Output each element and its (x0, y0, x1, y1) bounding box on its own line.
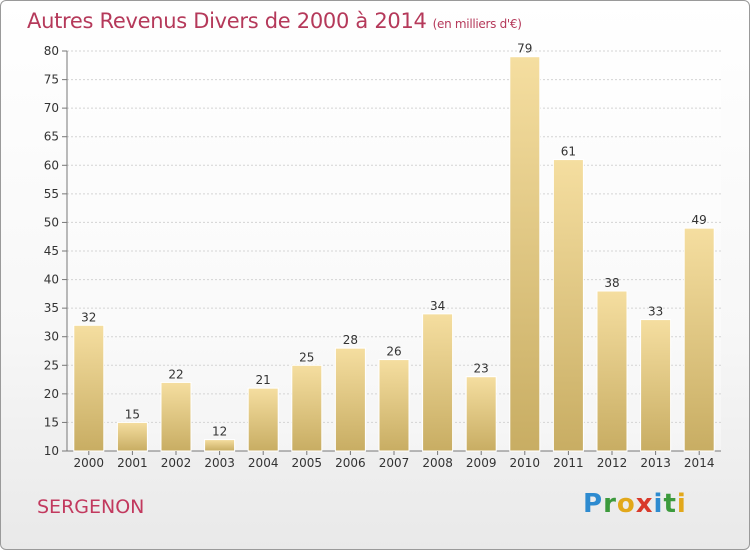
y-tick-label: 35 (44, 301, 59, 315)
value-label-2003: 12 (212, 425, 227, 439)
y-tick-label: 75 (44, 73, 59, 87)
y-tick-label: 30 (44, 330, 59, 344)
x-tick-label-2002: 2002 (161, 456, 192, 470)
value-label-2014: 49 (692, 213, 707, 227)
chart-subtitle: (en milliers d'€) (432, 17, 522, 31)
x-tick-label-2013: 2013 (640, 456, 671, 470)
value-label-2008: 34 (430, 299, 445, 313)
bar-2003 (204, 439, 236, 452)
value-label-2009: 23 (474, 362, 489, 376)
y-tick-label: 45 (44, 244, 59, 258)
value-label-2012: 38 (604, 276, 619, 290)
value-label-2006: 28 (343, 333, 358, 347)
bar-2006 (334, 347, 366, 452)
x-tick-label-2004: 2004 (248, 456, 279, 470)
bar-2002 (160, 381, 192, 452)
y-tick-label: 20 (44, 387, 59, 401)
value-label-2002: 22 (168, 367, 183, 381)
value-label-2005: 25 (299, 350, 314, 364)
x-tick-label-2012: 2012 (597, 456, 628, 470)
value-label-2007: 26 (386, 345, 401, 359)
value-label-2013: 33 (648, 305, 663, 319)
bar-2001 (116, 421, 148, 452)
y-tick-label: 60 (44, 158, 59, 172)
x-tick-label-2003: 2003 (204, 456, 235, 470)
bar-2014 (683, 227, 715, 452)
bar-2013 (640, 319, 672, 452)
bar-2009 (465, 376, 497, 452)
bar-2007 (378, 359, 410, 452)
y-tick-label: 70 (44, 101, 59, 115)
town-name: SERGENON (37, 496, 145, 518)
x-tick-label-2014: 2014 (684, 456, 715, 470)
chart-title-text: Autres Revenus Divers de 2000 à 2014 (27, 9, 427, 33)
y-tick-label: 15 (44, 415, 59, 429)
x-tick-label-2001: 2001 (117, 456, 148, 470)
x-tick-label-2007: 2007 (379, 456, 410, 470)
y-tick-label: 80 (44, 44, 59, 58)
value-label-2011: 61 (561, 145, 576, 159)
value-label-2001: 15 (125, 407, 140, 421)
x-tick-label-2006: 2006 (335, 456, 366, 470)
bar-2008 (422, 313, 454, 452)
bar-2004 (247, 387, 279, 452)
bar-2011 (552, 159, 584, 452)
y-tick-label: 40 (44, 273, 59, 287)
x-tick-label-2011: 2011 (553, 456, 584, 470)
x-tick-label-2000: 2000 (74, 456, 105, 470)
y-tick-label: 50 (44, 215, 59, 229)
bar-2000 (73, 324, 105, 452)
bar-2005 (291, 364, 323, 452)
chart-title: Autres Revenus Divers de 2000 à 2014 (en … (27, 9, 522, 33)
x-tick-label-2010: 2010 (510, 456, 541, 470)
value-label-2000: 32 (81, 310, 96, 324)
y-tick-label: 10 (44, 444, 59, 458)
x-tick-label-2005: 2005 (292, 456, 323, 470)
x-tick-label-2008: 2008 (422, 456, 453, 470)
value-label-2010: 79 (517, 42, 532, 56)
value-label-2004: 21 (256, 373, 271, 387)
y-tick-label: 65 (44, 130, 59, 144)
y-tick-label: 55 (44, 187, 59, 201)
proxiti-logo: Proxiti (583, 489, 687, 519)
x-tick-label-2009: 2009 (466, 456, 497, 470)
bar-2010 (509, 56, 541, 452)
bar-2012 (596, 290, 628, 452)
y-tick-label: 25 (44, 358, 59, 372)
